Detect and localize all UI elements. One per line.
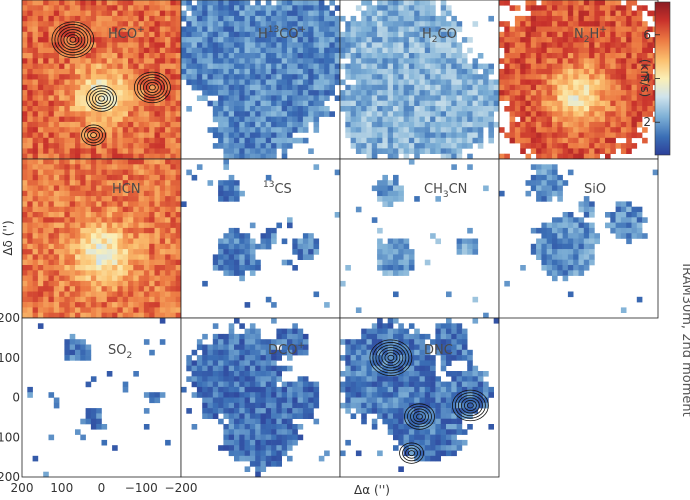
panel-labels: HCO+ H13CO+ H2CO N2H+ HCN 13CS CH3CN SiO… <box>108 25 607 361</box>
x-tick-label: 0 <box>98 481 106 495</box>
panel-ch3cn <box>339 158 500 319</box>
panel-label-h13co+: H13CO+ <box>258 25 306 42</box>
panel-pixels <box>340 0 500 160</box>
panel-hcn <box>21 158 182 319</box>
y-axis-ticks: 200 100 0 −100 −200 <box>0 311 20 484</box>
panel-pixels <box>181 0 341 160</box>
y-axis-label: Δδ ('') <box>1 220 15 255</box>
colorbar-label: (km/s) <box>638 59 652 97</box>
colorbar-ticks: 2 4 6 <box>643 28 660 129</box>
panel-label-13cs: 13CS <box>263 180 292 197</box>
panel-pixels <box>340 318 500 472</box>
panel-dco+ <box>180 317 341 478</box>
x-tick-label: −200 <box>165 481 198 495</box>
panel-13cs <box>180 158 341 319</box>
x-tick-label: 100 <box>50 481 73 495</box>
colorbar-tick-label: 6 <box>643 28 651 42</box>
panel-label-sio: SiO <box>584 182 606 197</box>
panel-h13co+ <box>180 0 341 160</box>
panel-label-dnc: DNC <box>424 343 453 358</box>
panel-label-n2h+: N2H+ <box>574 25 607 45</box>
panel-pixels <box>181 318 330 478</box>
x-tick-label: −100 <box>125 481 158 495</box>
panel-pixels <box>340 159 489 319</box>
y-tick-label: 100 <box>0 351 20 365</box>
panel-dnc <box>339 317 500 478</box>
colorbar-tick-label: 4 <box>643 72 651 86</box>
panel-label-hcn: HCN <box>112 182 141 197</box>
side-label: IRAM30m, 2nd moment <box>679 263 690 416</box>
panel-n2h+ <box>498 0 659 160</box>
panel-grid <box>21 0 659 478</box>
x-axis-label: Δα ('') <box>354 483 390 497</box>
panel-pixels <box>22 159 182 319</box>
panel-pixels <box>22 0 182 160</box>
panel-label-dco+: DCO+ <box>268 341 305 358</box>
panel-contours <box>369 339 489 464</box>
panel-label-hco+: HCO+ <box>108 25 145 42</box>
y-tick-label: 200 <box>0 311 20 325</box>
panel-h2co <box>339 0 500 160</box>
y-tick-label: 0 <box>12 391 20 405</box>
y-tick-label: −200 <box>0 470 20 484</box>
panel-frame <box>339 317 500 478</box>
colorbar-tick-label: 2 <box>643 115 651 129</box>
panel-sio <box>498 158 659 319</box>
panel-pixels <box>499 0 659 160</box>
panel-pixels <box>181 159 341 308</box>
x-tick-label: 200 <box>11 481 34 495</box>
panel-pixels <box>27 318 171 478</box>
panel-label-ch3cn: CH3CN <box>424 182 467 200</box>
colorbar: 2 4 6 (km/s) <box>638 1 671 156</box>
y-tick-label: −100 <box>0 430 20 444</box>
panel-hco+ <box>21 0 182 160</box>
x-axis-ticks: 200 100 0 −100 −200 <box>11 481 198 495</box>
panel-pixels <box>499 164 659 313</box>
panel-frame <box>498 158 659 319</box>
panel-contours <box>51 21 171 146</box>
panel-label-h2co: H2CO <box>422 27 457 45</box>
panel-label-so2: SO2 <box>108 343 132 361</box>
panel-so2 <box>21 317 182 478</box>
